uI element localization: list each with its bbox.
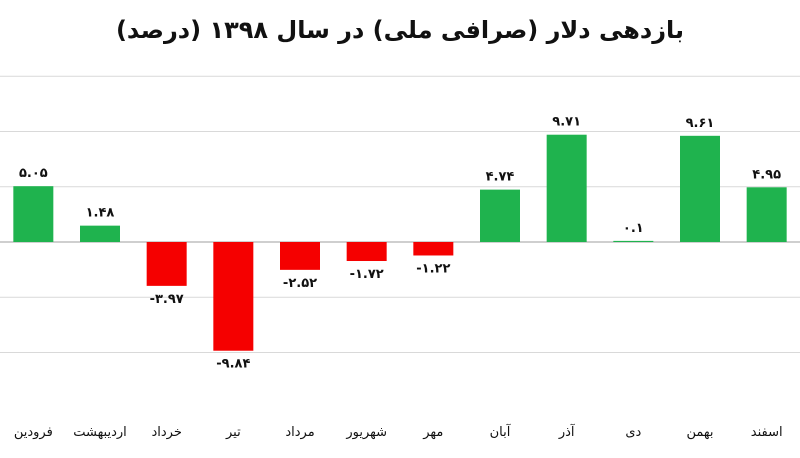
bars	[13, 134, 787, 351]
bar-11	[680, 135, 720, 242]
bar-2	[80, 225, 120, 242]
chart-title: بازدهی دلار (صرافی ملی) در سال ۱۳۹۸ (درص…	[116, 16, 684, 44]
category-labels: فرودین اردیبهشت خرداد تیر مرداد شهریور مهر آبان…	[14, 423, 783, 440]
bar-7	[413, 242, 454, 256]
data-label-10: ۰.۱	[623, 221, 644, 236]
gridlines	[0, 75, 800, 353]
bar-1	[13, 186, 54, 242]
bar-3	[146, 242, 187, 286]
category-label-11: بهمن	[686, 425, 713, 440]
category-label-5: مرداد	[285, 425, 314, 440]
category-label-7: مهر	[422, 425, 443, 440]
category-label-12: اسفند	[751, 425, 783, 440]
data-label-6: -۱.۷۲	[350, 267, 384, 282]
data-label-1: ۵.۰۵	[19, 166, 48, 181]
data-label-2: ۱.۴۸	[86, 206, 115, 221]
category-label-1: فرودین	[14, 425, 53, 440]
category-label-2: اردیبهشت	[73, 425, 127, 440]
data-label-5: -۲.۵۲	[283, 276, 317, 291]
data-label-4: -۹.۸۴	[216, 357, 250, 372]
bar-8	[480, 189, 520, 242]
bar-5	[280, 242, 320, 270]
bar-9	[546, 134, 587, 242]
data-label-12: ۴.۹۵	[752, 167, 781, 182]
bar-10	[613, 240, 654, 242]
category-label-8: آبان	[490, 423, 512, 440]
data-label-9: ۹.۷۱	[552, 115, 581, 130]
bar-4	[213, 242, 254, 351]
data-labels: ۵.۰۵ ۱.۴۸ -۳.۹۷ -۹.۸۴ -۲.۵۲ -۱.۷۲ -۱.۲۲ ۴.۷۴ ۹.۷…	[19, 115, 781, 372]
category-label-9: آذر	[558, 423, 576, 440]
category-label-6: شهریور	[345, 425, 387, 440]
category-label-3: خرداد	[151, 425, 181, 440]
bar-12	[746, 187, 787, 242]
category-label-4: تیر	[225, 425, 241, 440]
data-label-3: -۳.۹۷	[150, 292, 184, 307]
category-label-10: دی	[625, 425, 641, 440]
data-label-8: ۴.۷۴	[486, 170, 515, 185]
bar-6	[346, 242, 387, 262]
data-label-7: -۱.۲۲	[416, 261, 450, 276]
data-label-11: ۹.۶۱	[686, 116, 715, 131]
